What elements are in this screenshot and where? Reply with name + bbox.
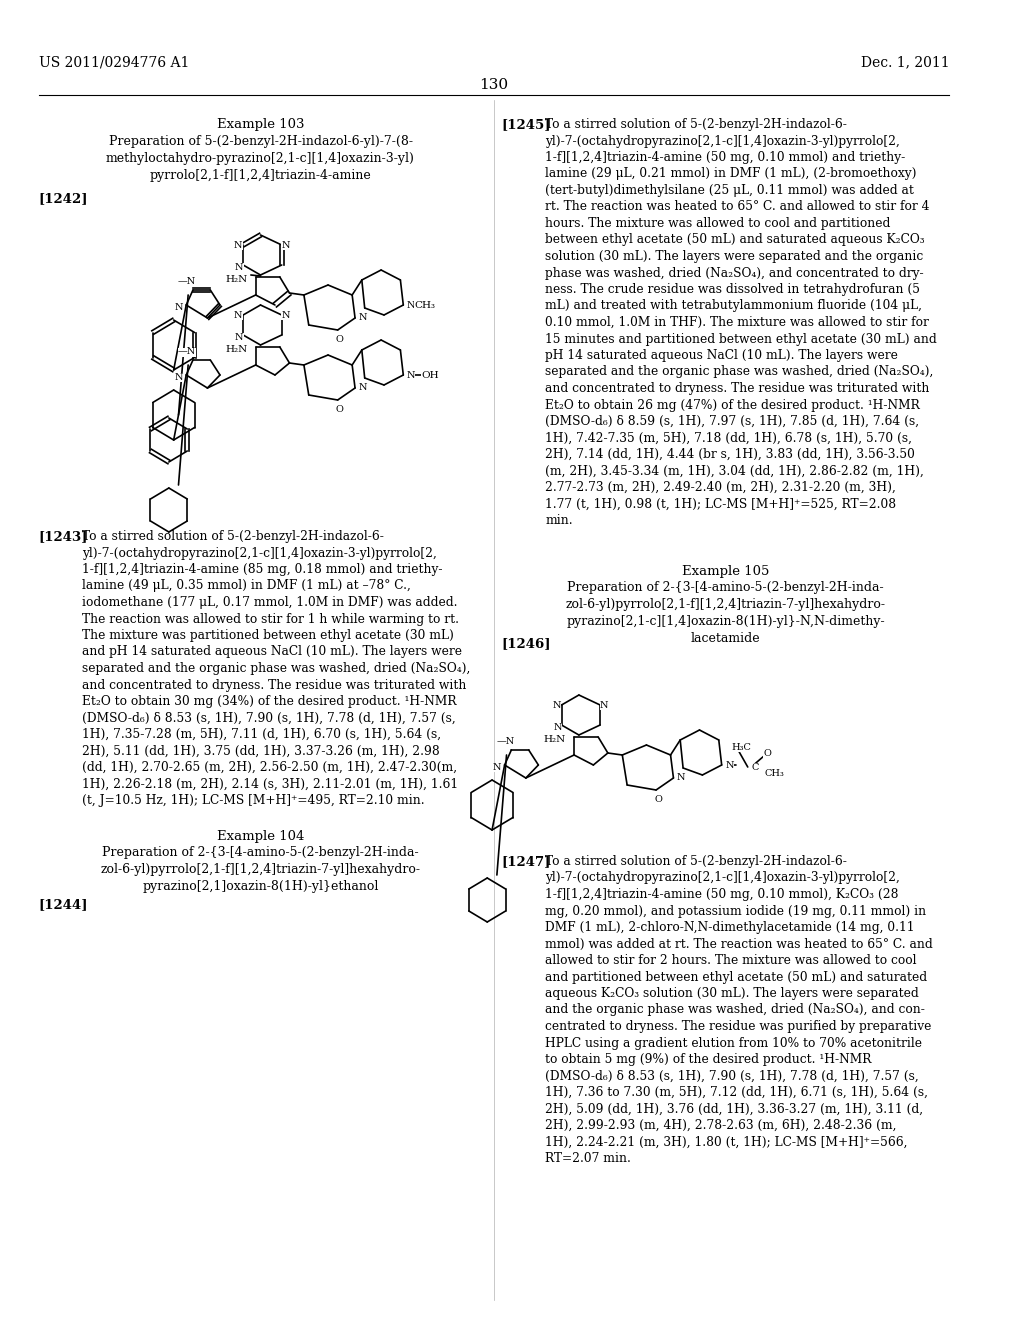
Text: Example 103: Example 103 xyxy=(217,117,304,131)
Text: Preparation of 5-(2-benzyl-2H-indazol-6-yl)-7-(8-
methyloctahydro-pyrazino[2,1-c: Preparation of 5-(2-benzyl-2H-indazol-6-… xyxy=(106,135,415,182)
Text: Preparation of 2-{3-[4-amino-5-(2-benzyl-2H-inda-
zol-6-yl)pyrrolo[2,1-f][1,2,4]: Preparation of 2-{3-[4-amino-5-(2-benzyl… xyxy=(565,581,886,645)
Text: Example 104: Example 104 xyxy=(217,830,304,843)
Text: O: O xyxy=(763,748,771,758)
Text: N: N xyxy=(174,302,182,312)
Text: N: N xyxy=(493,763,501,771)
Text: [1246]: [1246] xyxy=(502,638,551,649)
Text: [1245]: [1245] xyxy=(502,117,551,131)
Text: O: O xyxy=(336,405,344,414)
Text: N: N xyxy=(358,314,367,322)
Text: US 2011/0294776 A1: US 2011/0294776 A1 xyxy=(39,55,189,69)
Text: N: N xyxy=(234,310,243,319)
Text: H₂N: H₂N xyxy=(544,735,566,744)
Text: [1242]: [1242] xyxy=(39,191,88,205)
Text: C: C xyxy=(752,763,759,771)
Text: N: N xyxy=(282,310,290,319)
Text: Example 105: Example 105 xyxy=(682,565,769,578)
Text: N: N xyxy=(282,240,290,249)
Text: [1243]: [1243] xyxy=(39,531,88,543)
Text: —N: —N xyxy=(497,738,515,747)
Text: N: N xyxy=(600,701,608,710)
Text: CH₃: CH₃ xyxy=(414,301,435,309)
Text: [1244]: [1244] xyxy=(39,898,88,911)
Text: H₃C: H₃C xyxy=(731,742,751,751)
Text: N: N xyxy=(407,371,416,380)
Text: To a stirred solution of 5-(2-benzyl-2H-indazol-6-
yl)-7-(octahydropyrazino[2,1-: To a stirred solution of 5-(2-benzyl-2H-… xyxy=(545,117,937,527)
Text: —N: —N xyxy=(178,347,197,356)
Text: 130: 130 xyxy=(479,78,509,92)
Text: Dec. 1, 2011: Dec. 1, 2011 xyxy=(861,55,949,69)
Text: N: N xyxy=(553,722,562,731)
Text: O: O xyxy=(336,335,344,345)
Text: O: O xyxy=(654,796,662,804)
Text: N: N xyxy=(407,301,416,309)
Text: N: N xyxy=(234,240,243,249)
Text: To a stirred solution of 5-(2-benzyl-2H-indazol-6-
yl)-7-(octahydropyrazino[2,1-: To a stirred solution of 5-(2-benzyl-2H-… xyxy=(82,531,470,807)
Text: CH₃: CH₃ xyxy=(765,768,784,777)
Text: H₂N: H₂N xyxy=(225,346,248,355)
Text: Preparation of 2-{3-[4-amino-5-(2-benzyl-2H-inda-
zol-6-yl)pyrrolo[2,1-f][1,2,4]: Preparation of 2-{3-[4-amino-5-(2-benzyl… xyxy=(100,846,421,894)
Text: To a stirred solution of 5-(2-benzyl-2H-indazol-6-
yl)-7-(octahydropyrazino[2,1-: To a stirred solution of 5-(2-benzyl-2H-… xyxy=(545,855,933,1166)
Text: N: N xyxy=(677,774,685,783)
Text: N: N xyxy=(174,372,182,381)
Text: N: N xyxy=(236,263,244,272)
Text: N: N xyxy=(553,701,561,710)
Text: H₂N: H₂N xyxy=(225,276,248,285)
Text: N: N xyxy=(725,760,733,770)
Text: N: N xyxy=(236,333,244,342)
Text: N: N xyxy=(358,384,367,392)
Text: —N: —N xyxy=(178,277,197,286)
Text: OH: OH xyxy=(422,371,439,380)
Text: [1247]: [1247] xyxy=(502,855,551,869)
